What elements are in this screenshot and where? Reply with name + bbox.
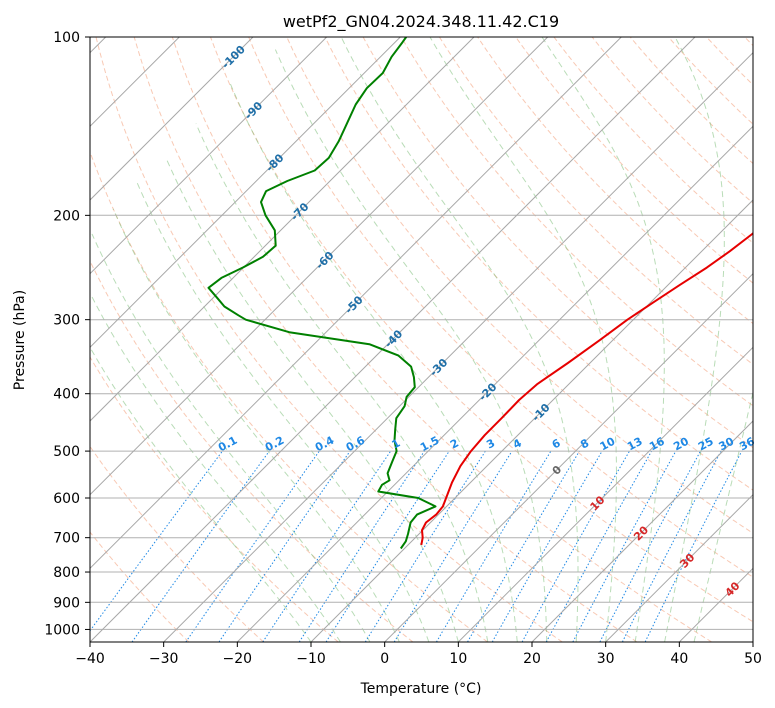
dry-adiabat-line xyxy=(324,37,753,491)
y-tick-label: 200 xyxy=(53,208,80,224)
mixing-ratio-line xyxy=(364,450,486,642)
moist-adiabat-line xyxy=(693,390,753,642)
isotherm-gridline xyxy=(90,37,622,570)
dry-adiabat-line xyxy=(90,356,339,642)
isotherm-gridline xyxy=(236,125,753,642)
isotherm-gridline xyxy=(752,641,753,642)
isotherm-gridline xyxy=(531,420,753,642)
dry-adiabat-line xyxy=(90,445,264,642)
x-tick-label: 20 xyxy=(523,651,541,667)
mixing-ratio-line xyxy=(262,450,392,642)
dry-adiabat-line xyxy=(171,37,712,642)
isotherm-gridline xyxy=(90,37,401,349)
mixing-ratio-line xyxy=(545,450,653,642)
x-tick-label: 50 xyxy=(744,651,762,667)
isotherm-gridline xyxy=(163,51,753,642)
temperature-profile-line xyxy=(420,232,753,546)
dry-adiabat-line xyxy=(90,531,190,642)
isotherm-gridline xyxy=(90,37,328,275)
grid-lines xyxy=(90,37,753,642)
x-tick-label: 0 xyxy=(380,651,389,667)
moist-adiabat-line xyxy=(90,292,341,642)
mixing-ratio-line xyxy=(218,450,351,642)
x-tick-label: 40 xyxy=(670,651,688,667)
dry-adiabat-line xyxy=(400,37,753,407)
y-tick-label: 800 xyxy=(53,565,80,581)
x-tick-label: −20 xyxy=(223,651,253,667)
y-axis-label: Pressure (hPa) xyxy=(12,290,28,390)
mixing-ratio-label: 10 xyxy=(598,435,618,454)
mixing-ratio-line xyxy=(435,450,552,642)
y-tick-label: 1000 xyxy=(44,622,80,638)
y-tick-label: 100 xyxy=(53,30,80,46)
plot-frame xyxy=(89,36,754,643)
dewpoint-profile-line xyxy=(207,37,437,550)
moist-adiabat-line xyxy=(112,208,400,642)
mixing-ratio-label: 20 xyxy=(671,435,691,454)
mixing-ratio-label: 13 xyxy=(625,435,645,454)
mixing-ratio-line xyxy=(131,450,270,642)
moist-adiabat-line xyxy=(135,180,430,642)
x-tick-label: −30 xyxy=(149,651,179,667)
mixing-ratio-line xyxy=(393,450,513,642)
isotherm-gridline xyxy=(90,37,549,496)
mixing-ratio-line xyxy=(90,450,223,632)
mixing-ratio-line xyxy=(185,450,320,642)
mixing-ratio-label: 16 xyxy=(647,435,667,454)
mixing-ratio-label: 36 xyxy=(737,435,757,454)
axis-ticks: −40 −30 −20 −10 0 10 20 30 40 50 100 200 300 400 500 60… xyxy=(44,30,762,667)
y-tick-label: 600 xyxy=(53,491,80,507)
isotherm-gridline xyxy=(384,272,753,642)
x-tick-label: 10 xyxy=(449,651,467,667)
x-tick-label: −10 xyxy=(296,651,326,667)
profile-series xyxy=(207,37,753,550)
moist-adiabat-line xyxy=(274,49,548,642)
x-tick-label: −40 xyxy=(75,651,105,667)
moist-adiabat-line xyxy=(90,346,312,642)
isotherm-gridline xyxy=(90,37,696,642)
dry-adiabat-line xyxy=(515,37,753,284)
dry-adiabat-line xyxy=(133,37,638,642)
isotherm-gridline xyxy=(90,37,254,201)
y-tick-label: 700 xyxy=(53,531,80,547)
dry-adiabat-line xyxy=(210,37,753,623)
dry-adiabat-line xyxy=(90,150,488,642)
chart-title: wetPf2_GN04.2024.348.11.42.C19 xyxy=(283,12,559,32)
isotherm-gridline xyxy=(90,37,475,422)
moist-adiabat-line xyxy=(664,37,725,642)
mixing-ratio-line xyxy=(521,450,630,642)
isotherm-gridline xyxy=(605,493,753,642)
dry-adiabat-line xyxy=(95,37,563,642)
isotherm-gridline xyxy=(310,199,753,642)
dry-adiabats xyxy=(90,37,753,642)
moist-adiabat-line xyxy=(429,37,617,642)
mixing-ratio-line xyxy=(621,450,722,642)
dry-adiabat-line xyxy=(438,37,753,366)
mixing-ratio-label: 30 xyxy=(717,435,737,454)
mixing-ratio-line xyxy=(572,450,677,642)
x-tick-label: 30 xyxy=(597,651,615,667)
x-axis-label: Temperature (°C) xyxy=(360,681,482,697)
mixing-ratio-line xyxy=(325,450,450,642)
plot-background xyxy=(90,37,753,642)
y-tick-label: 300 xyxy=(53,313,80,329)
isotherm-gridline xyxy=(457,346,753,642)
y-tick-label: 500 xyxy=(53,444,80,460)
dry-adiabat-line xyxy=(248,37,753,578)
moist-adiabat-line xyxy=(340,37,579,642)
mixing-ratio-label: 25 xyxy=(696,435,716,454)
y-tick-label: 400 xyxy=(53,387,80,403)
mixing-ratio-line xyxy=(644,450,743,642)
moist-adiabat-line xyxy=(541,37,665,642)
moist-adiabat-line xyxy=(229,83,518,642)
y-tick-label: 900 xyxy=(53,595,80,611)
mixing-ratio-line xyxy=(599,450,701,642)
